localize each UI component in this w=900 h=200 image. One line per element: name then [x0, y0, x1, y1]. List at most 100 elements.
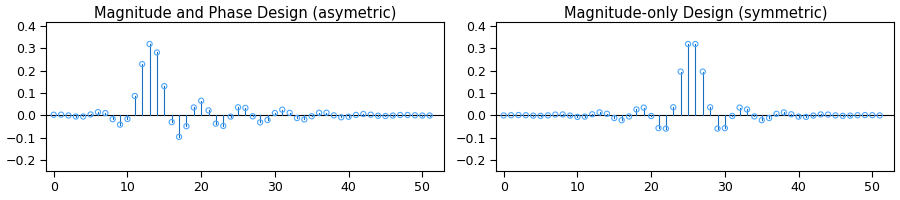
Point: [47, 113, 61, 116]
Point: [209, 122, 223, 125]
Point: [497, 114, 511, 117]
Point: [511, 113, 526, 117]
Point: [821, 113, 835, 116]
Point: [91, 110, 105, 114]
Point: [843, 114, 858, 117]
Point: [334, 116, 348, 119]
Point: [828, 114, 842, 117]
Point: [194, 99, 209, 102]
Point: [608, 116, 622, 120]
Point: [202, 109, 216, 112]
Point: [548, 113, 562, 116]
Point: [112, 123, 127, 126]
Point: [179, 125, 194, 128]
Point: [327, 114, 341, 117]
Point: [312, 111, 327, 114]
Point: [534, 114, 548, 117]
Point: [385, 114, 400, 117]
Point: [393, 113, 408, 117]
Point: [186, 106, 201, 109]
Title: Magnitude-only Design (symmetric): Magnitude-only Design (symmetric): [563, 6, 827, 21]
Point: [725, 114, 740, 118]
Point: [142, 42, 157, 46]
Point: [320, 111, 334, 114]
Point: [149, 51, 164, 54]
Point: [717, 127, 732, 130]
Point: [54, 113, 68, 116]
Point: [791, 115, 806, 118]
Point: [267, 111, 282, 115]
Point: [622, 115, 636, 118]
Point: [172, 135, 186, 138]
Point: [518, 114, 533, 117]
Point: [784, 113, 798, 116]
Point: [415, 114, 429, 117]
Point: [555, 113, 570, 116]
Point: [356, 112, 371, 116]
Point: [799, 115, 814, 119]
Point: [246, 115, 260, 118]
Point: [408, 114, 422, 117]
Point: [747, 115, 761, 118]
Point: [304, 115, 319, 118]
Point: [629, 108, 643, 111]
Point: [61, 114, 76, 117]
Point: [504, 114, 518, 117]
Point: [526, 114, 540, 117]
Point: [562, 114, 577, 117]
Point: [762, 116, 777, 120]
Point: [68, 115, 83, 118]
Point: [659, 127, 673, 130]
Point: [275, 108, 290, 111]
Point: [541, 114, 555, 117]
Point: [872, 114, 886, 117]
Point: [158, 85, 172, 88]
Point: [850, 114, 865, 117]
Point: [341, 115, 356, 118]
Point: [422, 114, 436, 117]
Point: [84, 113, 98, 116]
Point: [754, 119, 769, 122]
Point: [571, 115, 585, 119]
Point: [98, 112, 112, 115]
Point: [710, 127, 724, 130]
Point: [283, 111, 297, 114]
Point: [592, 111, 607, 114]
Point: [814, 113, 828, 116]
Point: [666, 106, 680, 109]
Point: [615, 119, 629, 122]
Point: [599, 112, 614, 115]
Point: [260, 118, 274, 122]
Point: [230, 106, 245, 109]
Point: [858, 113, 872, 117]
Point: [76, 115, 90, 118]
Point: [578, 115, 592, 118]
Point: [128, 94, 142, 98]
Point: [777, 111, 791, 114]
Point: [673, 70, 688, 73]
Point: [371, 114, 385, 117]
Point: [835, 114, 850, 117]
Point: [121, 117, 135, 121]
Point: [680, 42, 695, 46]
Point: [652, 127, 666, 130]
Point: [696, 70, 710, 73]
Point: [703, 106, 717, 109]
Point: [165, 121, 179, 124]
Point: [636, 106, 651, 109]
Point: [770, 112, 784, 115]
Title: Magnitude and Phase Design (asymetric): Magnitude and Phase Design (asymetric): [94, 6, 397, 21]
Point: [740, 108, 754, 111]
Point: [105, 118, 120, 121]
Point: [644, 114, 659, 118]
Point: [349, 113, 364, 117]
Point: [364, 113, 378, 116]
Point: [135, 62, 149, 66]
Point: [297, 118, 311, 121]
Point: [238, 106, 253, 110]
Point: [585, 113, 599, 116]
Point: [290, 116, 304, 120]
Point: [378, 114, 392, 118]
Point: [223, 115, 238, 118]
Point: [400, 113, 415, 117]
